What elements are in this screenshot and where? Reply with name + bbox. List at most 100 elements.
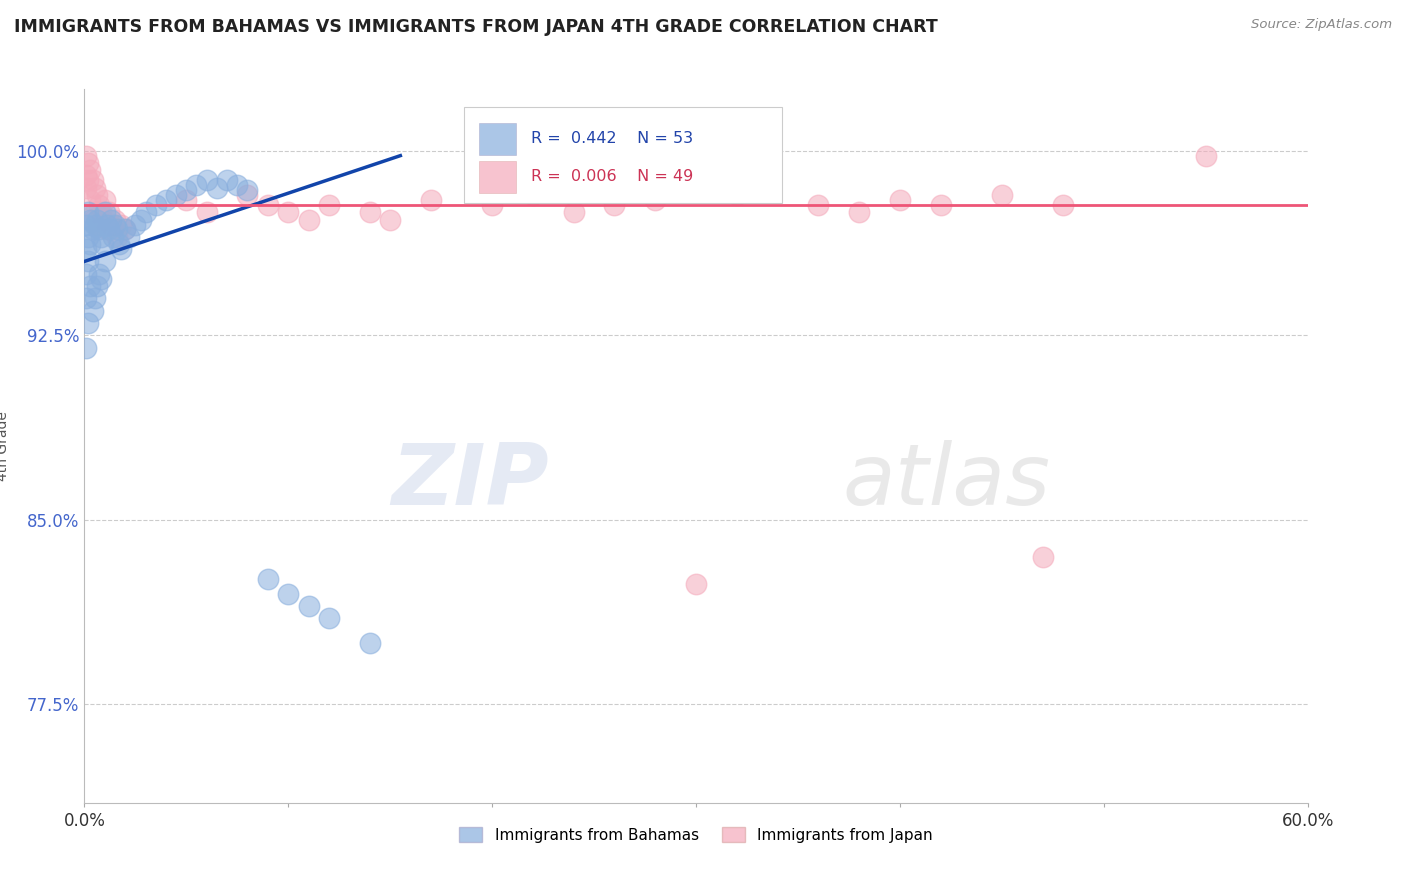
Point [318,611,340,625]
Point [75,341,97,355]
Point [75,218,97,232]
Point [644,193,666,207]
Point [195,205,218,219]
Point [186,178,208,193]
Point [104,212,127,227]
Point [603,198,626,212]
Legend: Immigrants from Bahamas, Immigrants from Japan: Immigrants from Bahamas, Immigrants from… [453,821,939,848]
Point [195,173,218,187]
FancyBboxPatch shape [464,107,782,203]
Point [87,222,110,236]
Point [96,222,118,236]
Text: R =  0.442    N = 53: R = 0.442 N = 53 [531,131,693,146]
Point [236,183,259,197]
Point [135,205,157,219]
Point [114,222,136,236]
Point [277,587,299,601]
Point [93,254,115,268]
Point [298,212,321,227]
Point [380,212,402,227]
Text: ZIP: ZIP [391,440,550,524]
Point [75,291,97,305]
Point [75,242,97,256]
Point [217,173,239,187]
Point [174,183,197,197]
Point [79,193,101,207]
Point [848,205,870,219]
Point [155,193,177,207]
Point [1052,198,1074,212]
Point [93,193,115,207]
Point [124,218,146,232]
Point [75,267,97,281]
Point [359,636,381,650]
Point [108,237,131,252]
Point [298,599,321,613]
Point [86,279,108,293]
Text: IMMIGRANTS FROM BAHAMAS VS IMMIGRANTS FROM JAPAN 4TH GRADE CORRELATION CHART: IMMIGRANTS FROM BAHAMAS VS IMMIGRANTS FR… [14,18,938,36]
Point [359,205,381,219]
Y-axis label: 4th Grade: 4th Grade [0,411,10,481]
Point [174,193,197,207]
Point [685,576,707,591]
Point [83,180,105,194]
Point [889,193,911,207]
Point [97,205,120,219]
Point [82,173,104,187]
Point [79,163,101,178]
Point [1195,148,1218,162]
Point [100,218,122,232]
Point [110,218,132,232]
Point [86,188,108,202]
Point [79,279,101,293]
Point [75,169,97,183]
Text: R =  0.006    N = 49: R = 0.006 N = 49 [531,169,693,184]
Point [91,237,114,252]
Point [257,572,280,586]
Point [77,205,100,219]
Point [87,267,110,281]
Point [104,218,127,232]
Point [257,198,280,212]
Point [100,212,122,227]
Point [79,212,101,227]
Point [145,198,167,212]
Point [86,218,108,232]
Point [75,148,97,162]
Point [77,316,100,330]
Point [101,222,124,236]
Point [205,180,228,194]
Text: Source: ZipAtlas.com: Source: ZipAtlas.com [1251,18,1392,31]
Point [82,212,104,227]
Point [90,271,112,285]
Point [318,198,340,212]
Point [114,222,136,236]
Point [75,180,97,194]
Point [110,242,132,256]
Point [105,230,128,244]
Point [83,205,105,219]
Point [91,212,114,227]
Point [83,218,105,232]
Point [86,212,108,227]
Point [685,180,707,194]
Point [105,222,128,236]
Point [77,173,100,187]
Point [522,188,544,202]
Point [93,205,115,219]
Point [90,205,112,219]
Point [1032,549,1054,564]
Point [83,291,105,305]
FancyBboxPatch shape [479,123,516,155]
Point [82,222,104,236]
Point [481,198,503,212]
Point [77,230,100,244]
Point [807,198,830,212]
Point [118,230,141,244]
Point [79,237,101,252]
Point [165,188,187,202]
Point [82,303,104,318]
Point [929,198,952,212]
Point [725,188,748,202]
Text: atlas: atlas [842,440,1050,524]
